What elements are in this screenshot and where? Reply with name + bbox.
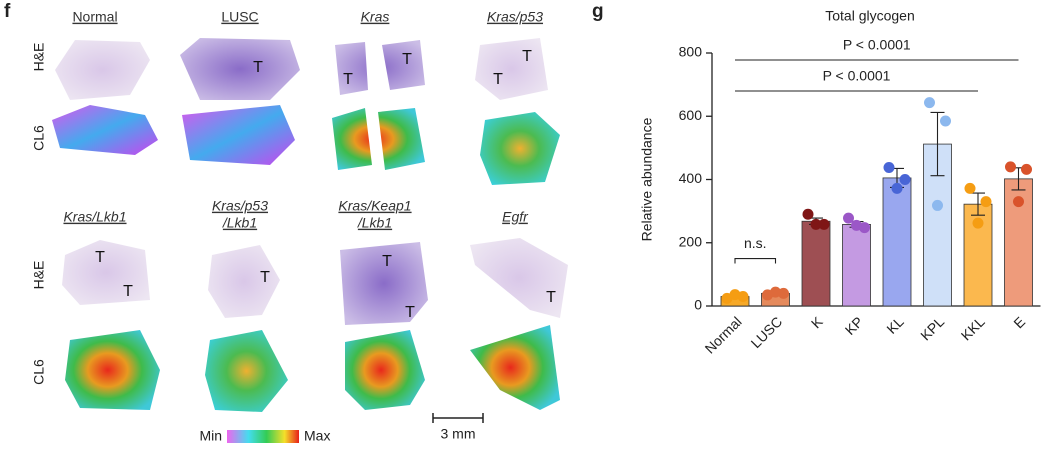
x-tick-label: E: [1010, 313, 1028, 331]
cl6-image: [205, 330, 288, 412]
data-point: [924, 97, 935, 109]
tumor-label: T: [260, 269, 270, 286]
panel-label: g: [592, 1, 604, 22]
error-bar: [971, 192, 985, 216]
x-tick-label: KKL: [958, 313, 988, 343]
bar: [842, 224, 871, 307]
cl6-image: [470, 325, 560, 410]
column-title: LUSC: [221, 9, 258, 25]
x-tick-label: KPL: [917, 313, 947, 343]
column-title: /Lkb1: [357, 215, 392, 231]
y-tick-label: 200: [679, 233, 703, 249]
significance-label: P < 0.0001: [843, 37, 911, 53]
column-title: Normal: [72, 9, 117, 25]
row-label: CL6: [31, 359, 47, 385]
data-point: [883, 161, 895, 173]
y-tick-label: 800: [679, 44, 703, 60]
x-tick-label: Normal: [702, 313, 745, 356]
he-image: [208, 245, 280, 318]
scale-bar-label: 3 mm: [441, 426, 476, 442]
column-title: Kras/Keap1: [338, 198, 411, 214]
colorbar-max: Max: [304, 428, 330, 444]
x-tick-label: LUSC: [748, 313, 786, 351]
tumor-label: T: [402, 51, 412, 68]
data-point: [851, 219, 862, 231]
data-point: [843, 212, 854, 224]
significance-bracket: [734, 257, 777, 264]
data-point: [729, 289, 741, 301]
data-point: [940, 115, 951, 127]
x-tick-label: KL: [883, 313, 907, 337]
tumor-label: T: [382, 253, 392, 270]
tumor-label: T: [522, 48, 532, 65]
tissue-images: [52, 38, 568, 412]
cl6-image: [480, 112, 560, 185]
x-tick-label: KP: [842, 313, 867, 338]
tumor-label: T: [95, 249, 105, 266]
panel-label: f: [4, 1, 11, 22]
cl6-image: [345, 330, 425, 410]
row-label: H&E: [31, 43, 47, 72]
x-tick-label: K: [808, 313, 826, 331]
data-point: [818, 218, 830, 230]
cl6-image: [65, 330, 160, 410]
column-title: Kras/p53: [487, 9, 543, 25]
data-point: [1021, 163, 1032, 175]
column-title: Kras: [361, 9, 390, 25]
data-point: [899, 174, 911, 185]
data-point: [972, 217, 984, 229]
y-axis-label: Relative abundance: [639, 117, 655, 241]
data-point: [1005, 161, 1016, 173]
cl6-image: [52, 105, 158, 155]
cl6-image: [332, 108, 425, 170]
significance-label: P < 0.0001: [823, 68, 891, 84]
tumor-label: T: [253, 59, 263, 76]
he-image: [475, 38, 548, 100]
he-image: [62, 240, 150, 305]
column-title: /Lkb1: [222, 215, 257, 231]
colorbar: [227, 430, 299, 443]
cl6-image: [182, 105, 295, 165]
column-title: Kras/Lkb1: [63, 209, 126, 225]
data-point: [770, 286, 781, 298]
chart-title: Total glycogen: [825, 8, 915, 24]
row-label: CL6: [31, 125, 47, 151]
y-tick-label: 0: [694, 297, 702, 313]
colorbar-min: Min: [199, 428, 222, 444]
error-bar: [930, 111, 945, 177]
data-point: [932, 199, 943, 211]
row-label: H&E: [31, 261, 47, 290]
y-tick-label: 400: [679, 170, 703, 186]
he-image: [340, 242, 428, 325]
he-image: [335, 40, 425, 95]
data-point: [964, 182, 976, 194]
data-point: [1013, 196, 1024, 208]
tumor-label: T: [123, 283, 133, 300]
he-image: [470, 238, 568, 318]
data-point: [891, 182, 903, 194]
tumor-label: T: [493, 71, 503, 88]
tumor-label: T: [546, 289, 556, 306]
bar: [882, 177, 912, 307]
he-image: [55, 40, 150, 100]
tumor-label: T: [405, 304, 415, 321]
he-image: [180, 38, 300, 100]
data-point: [810, 218, 822, 230]
column-title: Kras/p53: [212, 198, 268, 214]
scale-bar: [432, 413, 484, 423]
y-tick-label: 600: [679, 107, 703, 123]
data-point: [980, 196, 992, 208]
significance-label: n.s.: [744, 235, 767, 251]
data-point: [802, 208, 814, 220]
tumor-label: T: [343, 71, 353, 88]
bar: [801, 220, 831, 307]
column-title: Egfr: [502, 209, 529, 225]
